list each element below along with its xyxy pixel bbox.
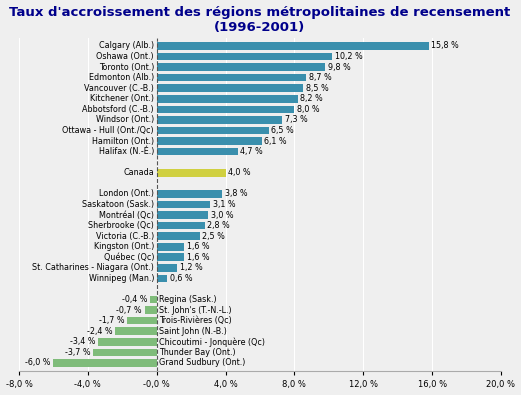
- Text: Thunder Bay (Ont.): Thunder Bay (Ont.): [159, 348, 236, 357]
- Text: Oshawa (Ont.): Oshawa (Ont.): [96, 52, 154, 61]
- Text: Vancouver (C.-B.): Vancouver (C.-B.): [84, 84, 154, 93]
- Bar: [157, 232, 200, 240]
- Text: 6,5 %: 6,5 %: [271, 126, 294, 135]
- Text: Regina (Sask.): Regina (Sask.): [159, 295, 217, 304]
- Text: Montréal (Qc): Montréal (Qc): [99, 211, 154, 220]
- Text: 6,1 %: 6,1 %: [264, 137, 287, 145]
- Text: 3,1 %: 3,1 %: [213, 200, 235, 209]
- Bar: [115, 327, 157, 335]
- Text: St. Catharines - Niagara (Ont.): St. Catharines - Niagara (Ont.): [32, 263, 154, 273]
- Text: -0,4 %: -0,4 %: [122, 295, 147, 304]
- Title: Taux d'accroissement des régions métropolitaines de recensement
(1996-2001): Taux d'accroissement des régions métropo…: [9, 6, 511, 34]
- Bar: [157, 222, 205, 229]
- Text: Saskatoon (Sask.): Saskatoon (Sask.): [82, 200, 154, 209]
- Text: Trois-Rivières (Qc): Trois-Rivières (Qc): [159, 316, 232, 325]
- Bar: [157, 116, 282, 124]
- Text: Québec (Qc): Québec (Qc): [104, 253, 154, 262]
- Bar: [93, 349, 157, 356]
- Text: Toronto (Ont.): Toronto (Ont.): [99, 62, 154, 71]
- Text: Calgary (Alb.): Calgary (Alb.): [99, 41, 154, 51]
- Text: Victoria (C.-B.): Victoria (C.-B.): [96, 231, 154, 241]
- Text: 1,6 %: 1,6 %: [187, 253, 209, 262]
- Text: Kitchener (Ont.): Kitchener (Ont.): [90, 94, 154, 103]
- Bar: [157, 264, 177, 272]
- Bar: [157, 275, 167, 282]
- Text: 7,3 %: 7,3 %: [285, 115, 308, 124]
- Bar: [157, 42, 429, 50]
- Text: St. John's (T.-N.-L.): St. John's (T.-N.-L.): [159, 306, 232, 315]
- Text: 10,2 %: 10,2 %: [335, 52, 363, 61]
- Bar: [157, 63, 326, 71]
- Bar: [157, 95, 298, 103]
- Bar: [157, 254, 184, 261]
- Text: -3,7 %: -3,7 %: [65, 348, 91, 357]
- Text: 1,2 %: 1,2 %: [180, 263, 203, 273]
- Text: 8,7 %: 8,7 %: [309, 73, 332, 82]
- Text: Canada: Canada: [123, 168, 154, 177]
- Text: Grand Sudbury (Ont.): Grand Sudbury (Ont.): [159, 359, 245, 367]
- Text: -6,0 %: -6,0 %: [26, 359, 51, 367]
- Bar: [145, 307, 157, 314]
- Bar: [157, 74, 306, 81]
- Bar: [157, 137, 262, 145]
- Bar: [157, 211, 208, 219]
- Bar: [157, 127, 268, 134]
- Text: 15,8 %: 15,8 %: [431, 41, 459, 51]
- Text: -1,7 %: -1,7 %: [99, 316, 125, 325]
- Text: 3,0 %: 3,0 %: [211, 211, 233, 220]
- Text: 4,7 %: 4,7 %: [240, 147, 263, 156]
- Text: 4,0 %: 4,0 %: [228, 168, 251, 177]
- Text: -0,7 %: -0,7 %: [116, 306, 142, 315]
- Text: 8,5 %: 8,5 %: [306, 84, 328, 93]
- Bar: [157, 53, 332, 60]
- Text: Halifax (N.-É.): Halifax (N.-É.): [99, 147, 154, 156]
- Text: 8,2 %: 8,2 %: [301, 94, 323, 103]
- Text: 9,8 %: 9,8 %: [328, 62, 351, 71]
- Bar: [54, 359, 157, 367]
- Text: 1,6 %: 1,6 %: [187, 242, 209, 251]
- Text: Ottawa - Hull (Ont./Qc): Ottawa - Hull (Ont./Qc): [63, 126, 154, 135]
- Text: Hamilton (Ont.): Hamilton (Ont.): [92, 137, 154, 145]
- Bar: [128, 317, 157, 325]
- Bar: [98, 338, 157, 346]
- Text: Kingston (Ont.): Kingston (Ont.): [94, 242, 154, 251]
- Text: 0,6 %: 0,6 %: [170, 274, 192, 283]
- Bar: [157, 85, 303, 92]
- Text: 3,8 %: 3,8 %: [225, 189, 247, 198]
- Text: 2,8 %: 2,8 %: [207, 221, 230, 230]
- Text: Windsor (Ont.): Windsor (Ont.): [96, 115, 154, 124]
- Bar: [157, 105, 294, 113]
- Text: Edmonton (Alb.): Edmonton (Alb.): [89, 73, 154, 82]
- Bar: [157, 190, 222, 198]
- Bar: [157, 201, 210, 208]
- Bar: [157, 169, 226, 177]
- Text: Abbotsford (C.-B.): Abbotsford (C.-B.): [82, 105, 154, 114]
- Text: Winnipeg (Man.): Winnipeg (Man.): [89, 274, 154, 283]
- Text: Saint John (N.-B.): Saint John (N.-B.): [159, 327, 227, 336]
- Bar: [157, 148, 238, 155]
- Text: Chicoutimi - Jonquère (Qc): Chicoutimi - Jonquère (Qc): [159, 337, 265, 346]
- Text: -3,4 %: -3,4 %: [70, 337, 95, 346]
- Bar: [150, 296, 157, 303]
- Text: London (Ont.): London (Ont.): [99, 189, 154, 198]
- Text: Sherbrooke (Qc): Sherbrooke (Qc): [88, 221, 154, 230]
- Text: 8,0 %: 8,0 %: [297, 105, 319, 114]
- Text: -2,4 %: -2,4 %: [87, 327, 113, 336]
- Text: 2,5 %: 2,5 %: [202, 231, 225, 241]
- Bar: [157, 243, 184, 250]
